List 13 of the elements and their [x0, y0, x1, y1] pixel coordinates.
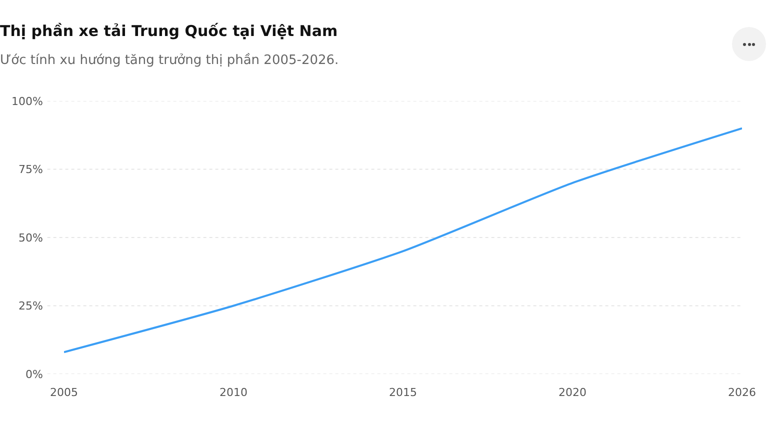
y-tick-label: 50% [18, 231, 43, 244]
x-tick-label: 2015 [389, 386, 417, 400]
y-tick-label: 25% [18, 300, 43, 313]
x-tick-label: 2020 [558, 386, 586, 400]
x-tick-label: 2005 [50, 386, 78, 400]
y-tick-label: 100% [12, 94, 43, 108]
x-tick-label: 2026 [728, 386, 756, 400]
chart-title: Thị phần xe tải Trung Quốc tại Việt Nam [0, 22, 338, 40]
line-series [64, 127, 742, 354]
chart-subtitle: Ước tính xu hướng tăng trưởng thị phần 2005-2026. [0, 53, 339, 68]
y-tick-label: 0% [26, 368, 43, 381]
y-tick-label: 75% [18, 163, 43, 176]
x-tick-label: 2010 [220, 386, 248, 400]
